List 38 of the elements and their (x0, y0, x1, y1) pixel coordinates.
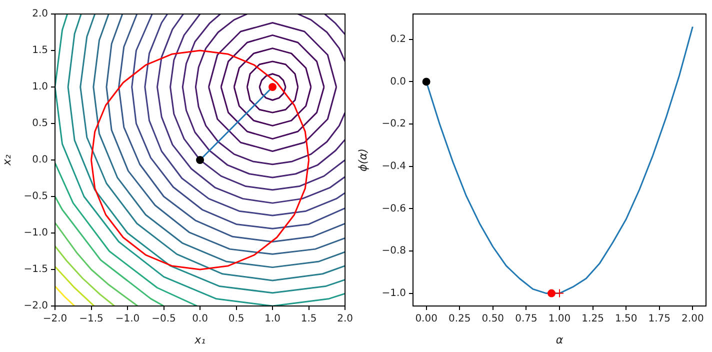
x-tick-label: 0.75 (515, 314, 538, 325)
x-tick-label: 1.00 (548, 314, 571, 325)
y-tick-label: 0.0 (32, 154, 48, 166)
y-tick-label: −1.0 (382, 288, 406, 299)
x-tick-label: −1.5 (79, 314, 104, 325)
x-tick-label: 1.25 (582, 314, 604, 325)
x-tick-label: 1.50 (614, 314, 638, 325)
x-tick-label: −2.0 (42, 314, 68, 325)
x-tick-label: 0.25 (448, 314, 471, 325)
y-axis-title: x₂ (0, 154, 14, 166)
y-tick-label: 2.0 (32, 8, 48, 20)
x-tick-label: 0.0 (192, 314, 208, 325)
y-tick-label: −0.5 (24, 191, 48, 202)
y-tick-label: −0.4 (382, 160, 406, 172)
y-tick-label: 1.5 (32, 45, 48, 56)
y-tick-label: −0.8 (382, 246, 406, 257)
y-tick-label: −1.0 (24, 228, 48, 239)
x-axis-title: α (556, 333, 564, 346)
y-tick-label: 1.0 (32, 82, 48, 93)
x-tick-label: 1.0 (264, 314, 280, 325)
y-axis-title: ϕ(α) (356, 148, 370, 172)
y-tick-label: −2.0 (24, 300, 48, 312)
y-tick-label: 0.2 (390, 34, 406, 45)
x-tick-label: 2.00 (682, 314, 704, 325)
x-tick-label: 1.75 (648, 314, 671, 325)
x-tick-label: 0.50 (482, 314, 504, 325)
x-tick-label: 0.5 (228, 314, 244, 325)
x-tick-label: −1.0 (115, 314, 140, 325)
y-tick-label: −1.5 (24, 264, 48, 276)
y-tick-label: −0.2 (382, 118, 406, 130)
y-tick-label: 0.0 (390, 76, 406, 88)
x-axis-title: x₁ (194, 333, 206, 346)
x-tick-label: 2.0 (337, 314, 353, 325)
y-tick-label: −0.6 (382, 203, 406, 214)
x-tick-label: 0.00 (415, 314, 438, 325)
x-tick-label: 1.5 (300, 314, 317, 325)
x-tick-label: −0.5 (152, 314, 176, 325)
y-tick-label: 0.5 (32, 118, 48, 130)
